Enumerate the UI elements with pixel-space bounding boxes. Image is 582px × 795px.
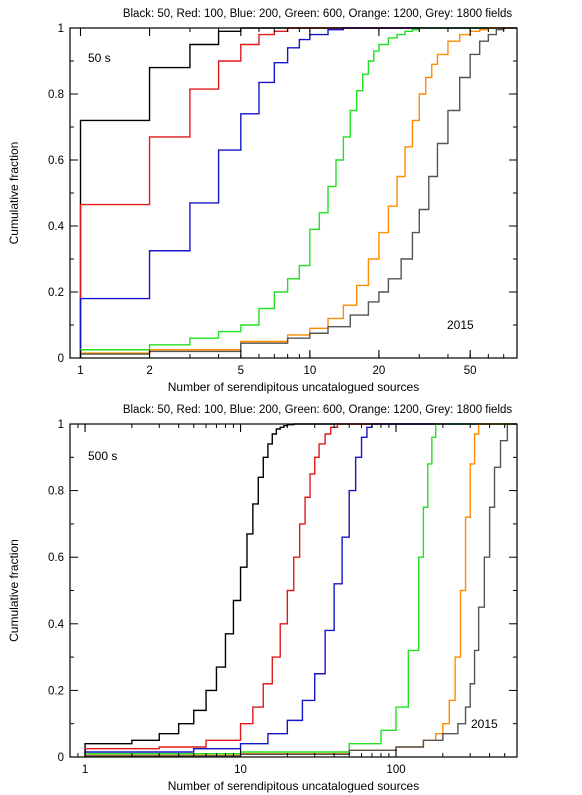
year-annotation: 2015 <box>447 318 474 332</box>
x-tick-label: 1 <box>82 764 88 776</box>
x-tick-label: 10 <box>234 764 247 776</box>
chart-panel-top: Black: 50, Red: 100, Blue: 200, Green: 6… <box>7 8 518 394</box>
chart-panel-bottom: Black: 50, Red: 100, Blue: 200, Green: 6… <box>7 404 518 793</box>
series-line-grey <box>79 27 517 358</box>
x-axis-label: Number of serendipitous uncatalogued sou… <box>168 779 419 793</box>
y-tick-label: 0.8 <box>48 89 64 101</box>
y-tick-label: 0.4 <box>48 221 65 233</box>
x-axis-label: Number of serendipitous uncatalogued sou… <box>168 380 419 394</box>
y-tick-label: 0.4 <box>48 619 65 631</box>
y-tick-label: 0.6 <box>48 552 64 564</box>
series-line-orange <box>79 27 517 358</box>
series-line-red <box>79 27 517 358</box>
y-tick-label: 0.2 <box>48 685 64 697</box>
x-tick-label: 10 <box>303 365 316 377</box>
x-tick-label: 100 <box>386 764 405 776</box>
y-axis-label: Cumulative fraction <box>7 539 21 642</box>
exposure-annotation: 50 s <box>88 51 111 65</box>
series-line-blue <box>84 423 517 757</box>
y-tick-label: 1 <box>58 419 64 431</box>
x-tick-label: 1 <box>77 365 83 377</box>
series-line-black <box>84 423 517 757</box>
chart-title: Black: 50, Red: 100, Blue: 200, Green: 6… <box>123 404 513 416</box>
series-line-green <box>79 27 517 358</box>
series-line-green <box>84 423 517 757</box>
chart-title: Black: 50, Red: 100, Blue: 200, Green: 6… <box>123 8 513 20</box>
y-tick-label: 0.8 <box>48 486 64 498</box>
y-tick-label: 0.2 <box>48 287 64 299</box>
x-tick-label: 20 <box>373 365 386 377</box>
series-line-grey <box>84 423 517 757</box>
series-line-black <box>79 27 517 358</box>
y-tick-label: 0 <box>58 353 64 365</box>
x-tick-label: 2 <box>146 365 152 377</box>
year-annotation: 2015 <box>471 717 498 731</box>
x-tick-label: 5 <box>238 365 244 377</box>
y-tick-label: 0.6 <box>48 155 64 167</box>
series-line-red <box>84 423 517 757</box>
y-tick-label: 0 <box>58 752 64 764</box>
plot-frame <box>69 27 518 359</box>
y-tick-label: 1 <box>58 23 64 35</box>
series-line-orange <box>84 423 517 757</box>
x-tick-label: 50 <box>464 365 477 377</box>
y-axis-label: Cumulative fraction <box>7 142 21 245</box>
exposure-annotation: 500 s <box>88 449 117 463</box>
series-line-blue <box>79 27 517 358</box>
